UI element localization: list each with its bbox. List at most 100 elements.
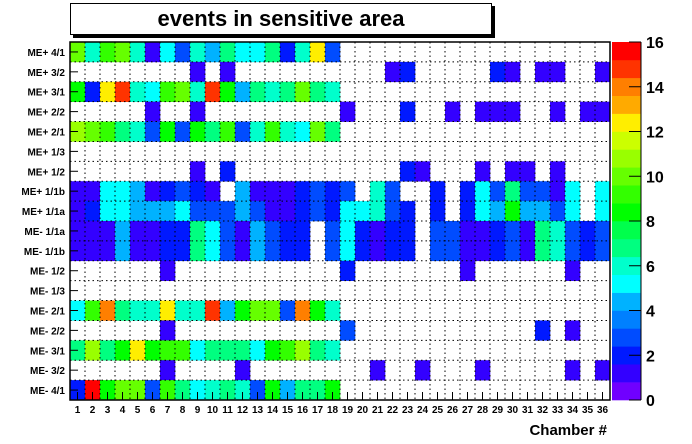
heatmap-cell <box>85 121 101 142</box>
colorbar-swatch <box>612 77 641 96</box>
heatmap-cell <box>175 42 191 63</box>
heatmap-cell <box>340 320 356 341</box>
y-tick-label: ME- 3/2 <box>30 366 65 377</box>
axes: ME+ 4/1 ME+ 3/2 ME+ 3/1 ME+ 2/2 ME+ 2/1 ME+ 1… <box>21 41 611 416</box>
x-tick-label: 31 <box>522 405 534 416</box>
heatmap-cell <box>370 360 386 381</box>
x-tick-label: 11 <box>222 405 233 416</box>
heatmap-cell <box>250 42 266 63</box>
heatmap-cell <box>565 221 581 242</box>
heatmap-cell <box>595 101 611 122</box>
x-tick-label: 19 <box>342 405 354 416</box>
heatmap-cell <box>280 221 296 242</box>
heatmap-cell <box>430 181 446 202</box>
x-tick-label: 9 <box>195 405 201 416</box>
heatmap-cell <box>175 121 191 142</box>
x-tick-label: 17 <box>312 405 324 416</box>
x-tick-label: 15 <box>282 405 294 416</box>
heatmap-cell <box>190 221 206 242</box>
heatmap-cell <box>190 81 206 102</box>
heatmap-cell <box>265 42 281 63</box>
y-tick-label: ME+ 2/2 <box>27 108 65 119</box>
heatmap-cell <box>100 201 116 222</box>
heatmap-cell <box>340 201 356 222</box>
heatmap-cell <box>115 42 131 63</box>
heatmap-cell <box>400 161 416 182</box>
heatmap-cell <box>190 340 206 361</box>
heatmap-cell <box>565 201 581 222</box>
y-tick-label: ME+ 2/1 <box>27 128 65 139</box>
heatmap-cell <box>145 380 161 401</box>
heatmap-cell <box>355 240 371 262</box>
heatmap-cell <box>220 201 236 222</box>
colorbar: 0 2 4 6 8 10 12 14 16 <box>612 35 664 410</box>
heatmap-cell <box>190 121 206 142</box>
x-tick-label: 18 <box>327 405 339 416</box>
x-tick-label: 34 <box>567 405 579 416</box>
heatmap-cell <box>220 340 236 361</box>
heatmap-cell <box>295 300 311 321</box>
heatmap-cell <box>115 81 131 102</box>
heatmap-cell <box>295 340 311 361</box>
heatmap-cell <box>490 101 506 122</box>
x-tick-label: 29 <box>492 405 504 416</box>
colorbar-tick-label: 0 <box>646 393 655 410</box>
heatmap-cell <box>550 161 566 182</box>
heatmap-cell <box>265 221 281 242</box>
heatmap-cell <box>145 101 161 122</box>
heatmap-cell <box>175 181 191 202</box>
heatmap-cell <box>100 81 116 102</box>
heatmap-cell <box>175 340 191 361</box>
heatmap-cell <box>145 81 161 102</box>
heatmap-cell <box>130 340 146 361</box>
heatmap-cell <box>295 221 311 242</box>
heatmap-cell <box>220 221 236 242</box>
heatmap-cell <box>190 181 206 202</box>
heatmap-cell <box>100 121 116 142</box>
heatmap-cell <box>250 201 266 222</box>
heatmap-cell <box>160 300 176 321</box>
x-tick-label: 20 <box>357 405 369 416</box>
heatmap-cell <box>565 260 581 281</box>
heatmap-cell <box>205 201 221 222</box>
heatmap-cell <box>130 121 146 142</box>
heatmap-cell <box>430 201 446 222</box>
grid-lines <box>70 42 610 400</box>
heatmap-cell <box>250 121 266 142</box>
heatmap-cell <box>85 300 101 321</box>
colorbar-tick-label: 6 <box>646 259 655 276</box>
y-tick-label: ME- 4/1 <box>30 386 65 397</box>
heatmap-cell <box>475 181 491 202</box>
heatmap-cell <box>595 360 611 381</box>
y-tick-label: ME+ 3/1 <box>27 88 65 99</box>
x-tick-label: 30 <box>507 405 519 416</box>
heatmap-cell <box>520 181 536 202</box>
heatmap-cell <box>520 221 536 242</box>
colorbar-swatch <box>612 131 641 150</box>
x-tick-label: 2 <box>90 405 96 416</box>
heatmap-cell <box>280 300 296 321</box>
heatmap-cell <box>160 181 176 202</box>
heatmap-cell <box>310 300 326 321</box>
heatmap-cell <box>160 380 176 401</box>
heatmap-cell <box>190 42 206 63</box>
colorbar-tick-label: 14 <box>646 80 664 97</box>
heatmap-cell <box>280 380 296 401</box>
heatmap-cell <box>265 121 281 142</box>
y-tick-label: ME+ 4/1 <box>27 48 65 59</box>
heatmap-cell <box>475 221 491 242</box>
heatmap-cell <box>550 240 566 262</box>
heatmap-cell <box>100 240 116 262</box>
heatmap-cell <box>325 221 341 242</box>
heatmap-cell <box>295 81 311 102</box>
heatmap-cell <box>460 181 476 202</box>
heatmap-cell <box>595 221 611 242</box>
heatmap-cell <box>190 161 206 182</box>
colorbar-swatch <box>612 238 641 258</box>
heatmap-cell <box>535 240 551 262</box>
heatmap-cell <box>205 340 221 361</box>
heatmap-cell <box>160 81 176 102</box>
heatmap-cell <box>250 380 266 401</box>
heatmap-cell <box>235 360 251 381</box>
heatmap-cell <box>100 380 116 401</box>
